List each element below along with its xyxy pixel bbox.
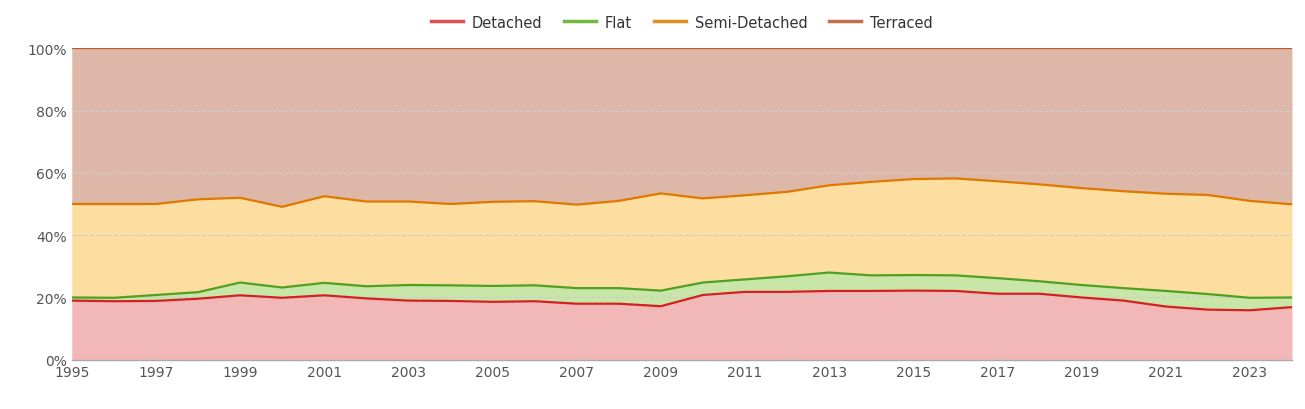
Legend: Detached, Flat, Semi-Detached, Terraced: Detached, Flat, Semi-Detached, Terraced — [425, 10, 938, 36]
